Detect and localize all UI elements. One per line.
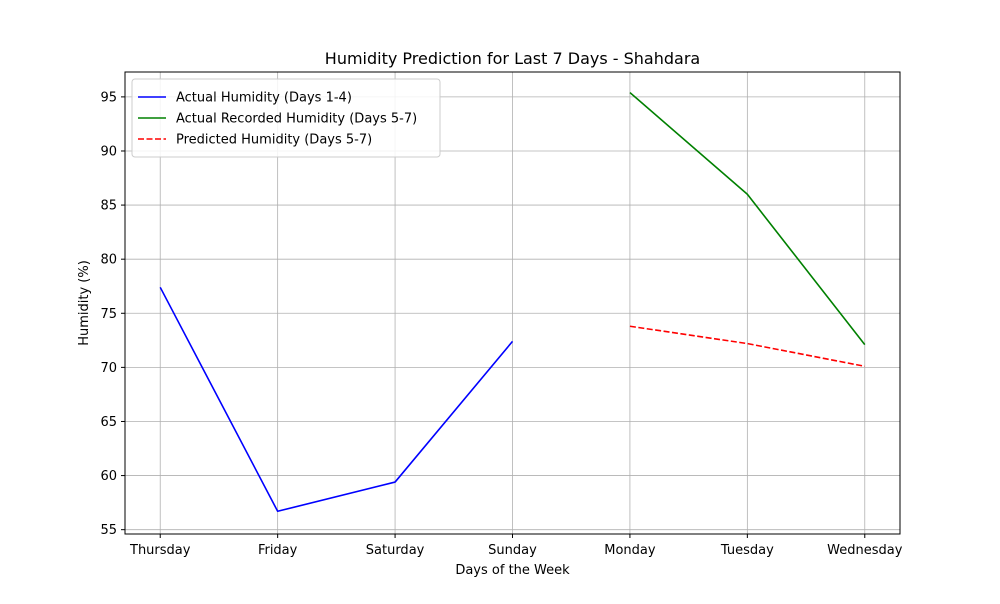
x-tick-label: Wednesday (827, 543, 903, 558)
x-tick-label: Friday (258, 543, 298, 558)
y-tick-label: 75 (100, 307, 117, 322)
legend-label-2: Actual Recorded Humidity (Days 5-7) (176, 112, 417, 127)
y-tick-label: 70 (100, 361, 117, 376)
x-axis-label: Days of the Week (455, 563, 570, 578)
y-tick-label: 55 (100, 523, 117, 538)
legend-label-1: Actual Humidity (Days 1-4) (176, 91, 352, 106)
x-tick-label: Saturday (366, 543, 425, 558)
x-tick-label: Tuesday (720, 543, 774, 558)
legend-box (131, 78, 441, 158)
y-tick-label: 60 (100, 469, 117, 484)
series-line-2 (629, 91, 866, 346)
y-tick-label: 90 (100, 144, 117, 159)
y-tick-label: 65 (100, 415, 117, 430)
chart-title: Humidity Prediction for Last 7 Days - Sh… (325, 49, 700, 68)
series-lines (159, 91, 866, 513)
x-tick-label: Thursday (129, 543, 191, 558)
y-axis-label: Humidity (%) (77, 260, 92, 346)
legend: Actual Humidity (Days 1-4) Actual Recorde… (131, 78, 441, 158)
y-tick-label: 95 (100, 90, 117, 105)
y-tick-label: 80 (100, 253, 117, 268)
y-tick-label: 85 (100, 199, 117, 214)
x-tick-label: Monday (604, 543, 656, 558)
x-tick-label: Sunday (488, 543, 537, 558)
legend-label-3: Predicted Humidity (Days 5-7) (176, 133, 372, 148)
axis-ticks: Thursday Friday Saturday Sunday Monday Tuesda… (100, 90, 902, 558)
series-line-3 (629, 325, 865, 368)
series-line-1 (159, 286, 514, 513)
